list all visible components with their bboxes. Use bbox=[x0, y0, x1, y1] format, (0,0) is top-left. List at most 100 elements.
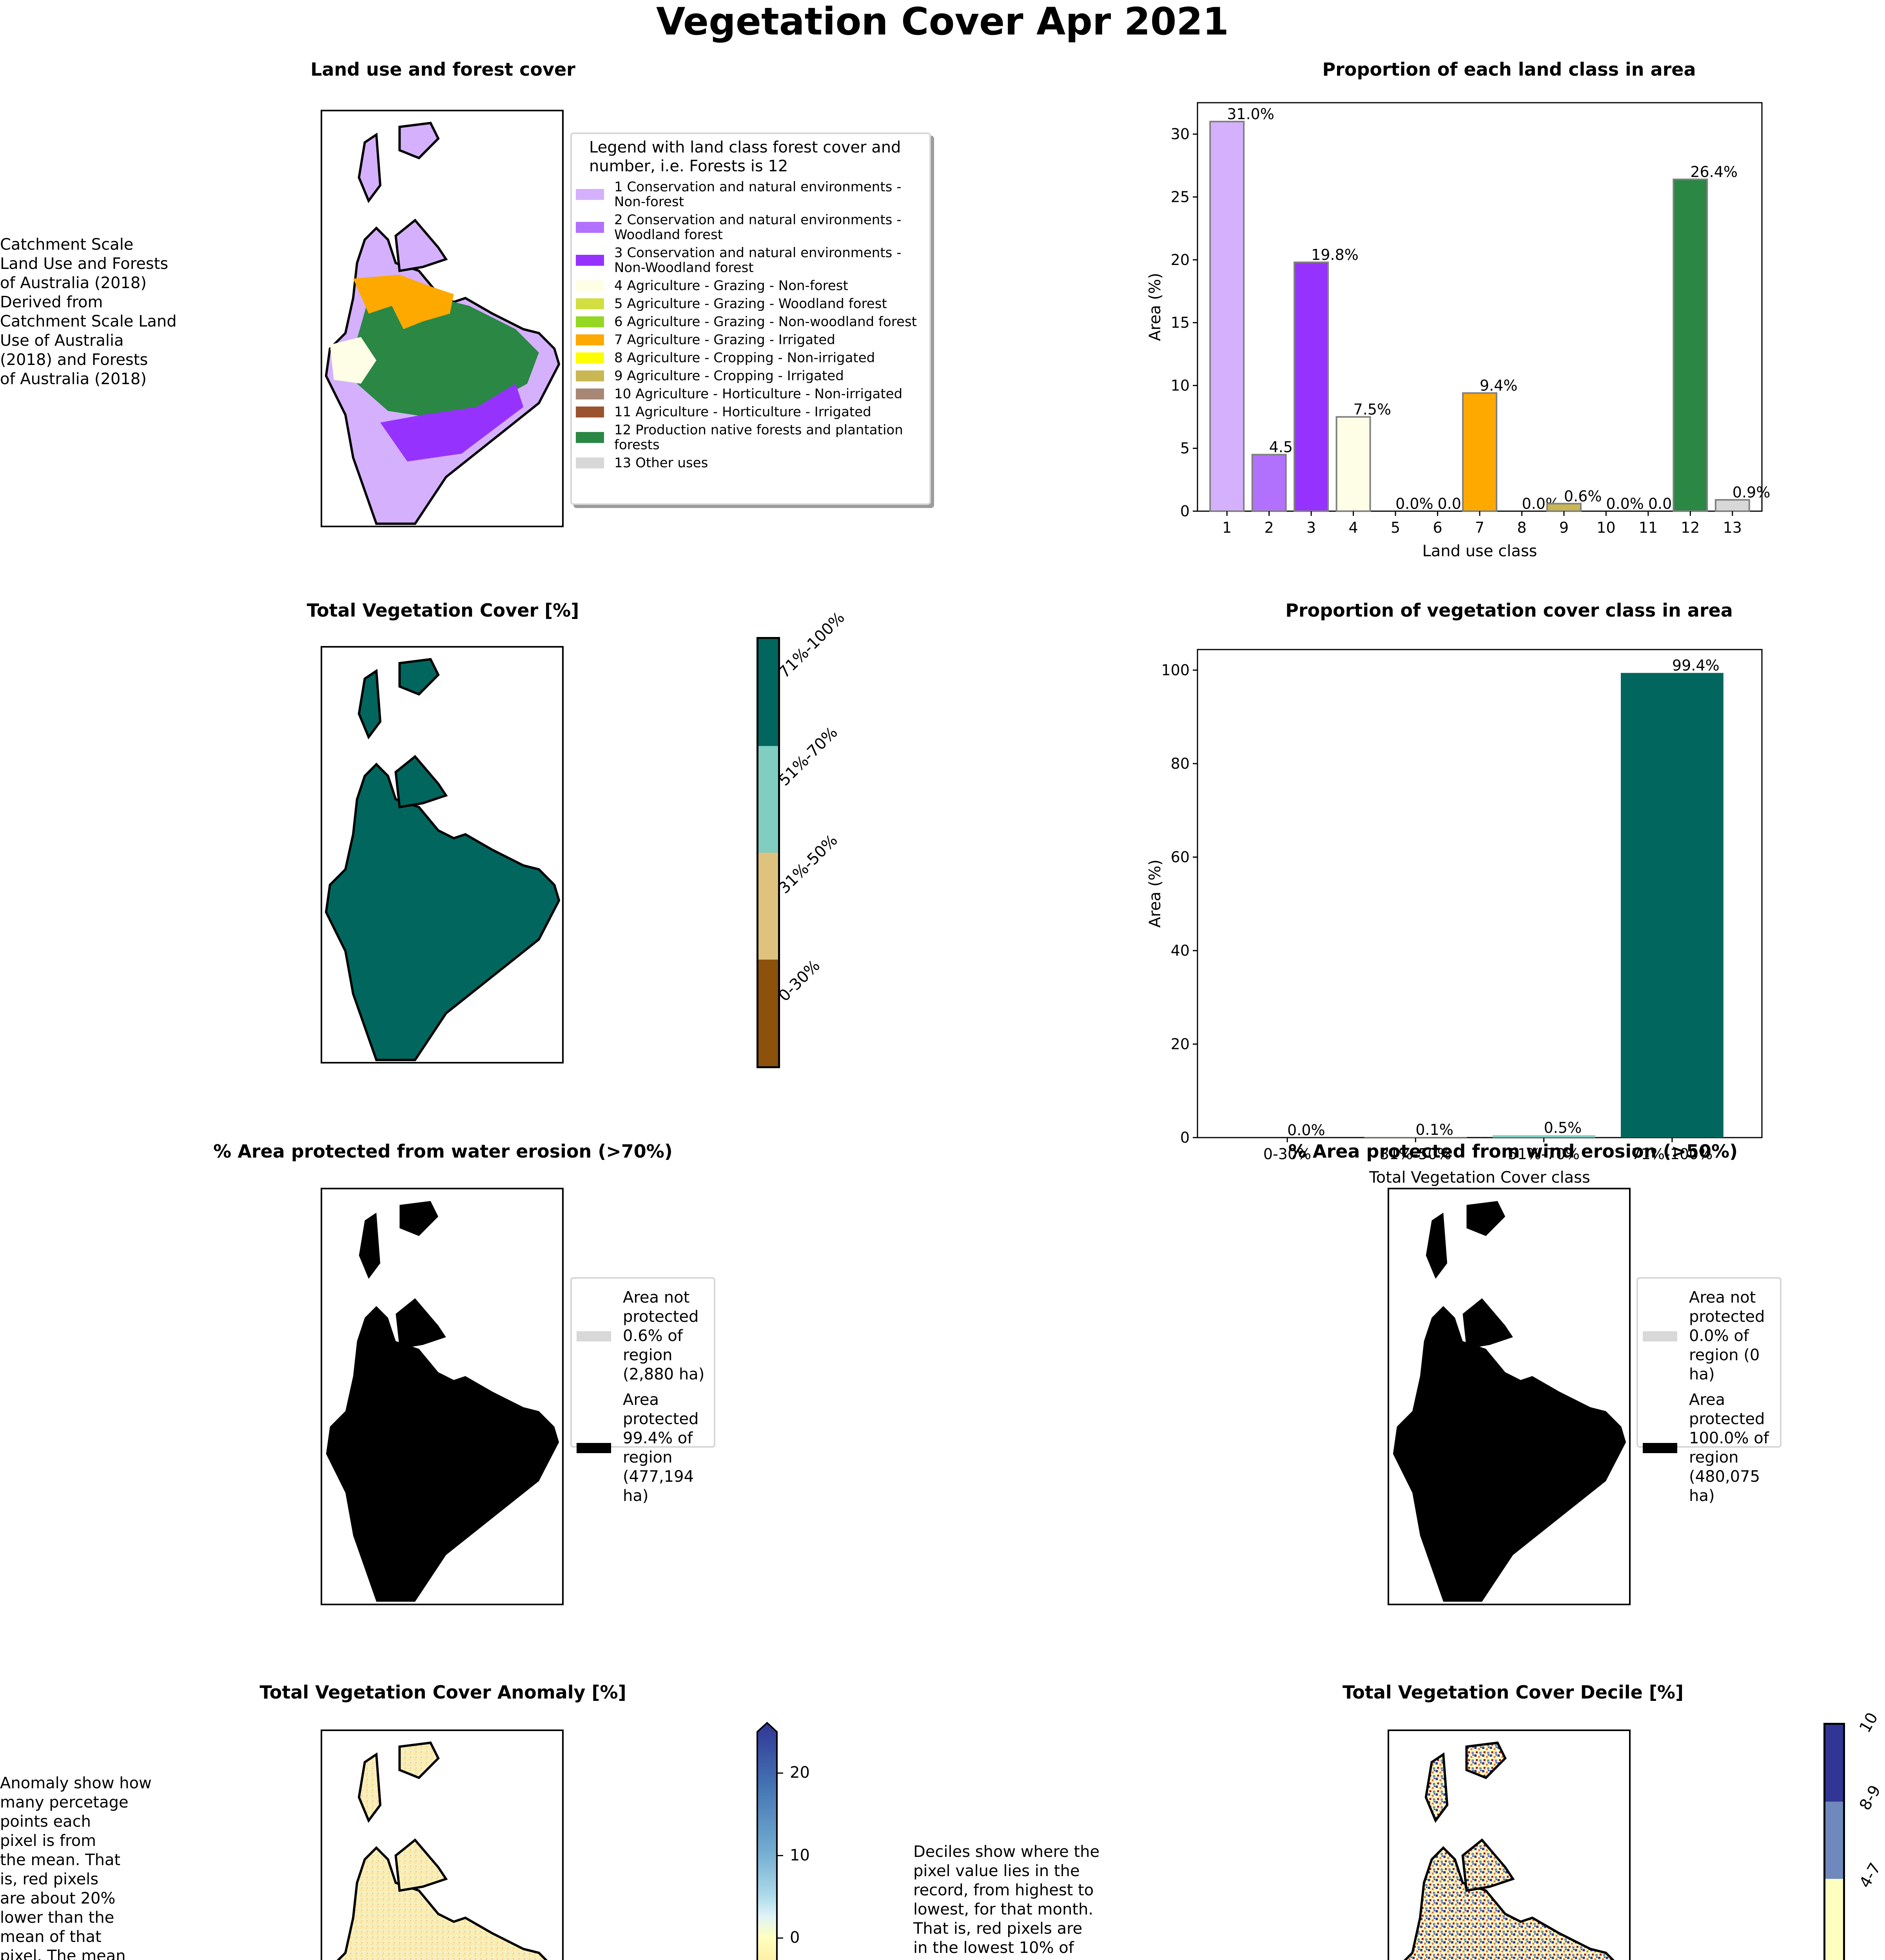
wind-erosion-map-title: % Area protected from wind erosion (>50%… bbox=[1288, 1141, 1738, 1162]
land-use-island bbox=[394, 218, 448, 272]
x-tick-label: 6 bbox=[1433, 519, 1442, 536]
y-tick-label: 60 bbox=[1171, 848, 1190, 866]
bar-value-label: 19.8% bbox=[1311, 246, 1359, 263]
bar-value-label: 0.0% bbox=[1287, 1122, 1325, 1139]
decile-colorbar bbox=[1823, 1723, 1845, 1960]
land-use-legend-item: 6 Agriculture - Grazing - Non-woodland f… bbox=[572, 313, 929, 331]
colorbar-segment bbox=[1825, 1878, 1843, 1960]
decile-island bbox=[1461, 1838, 1515, 1892]
water-legend-not-protected: Area not protected 0.6% of region (2,880… bbox=[572, 1285, 714, 1387]
colorbar-tick-label: 0 bbox=[790, 1929, 800, 1947]
land-use-legend-item: 1 Conservation and natural environments … bbox=[572, 178, 929, 211]
bar-value-label: 0.1% bbox=[1415, 1121, 1453, 1138]
y-axis-label: Area (%) bbox=[1146, 273, 1164, 341]
legend-label: Area protected 100.0% of region (480,075… bbox=[1689, 1391, 1769, 1505]
water-erosion-island bbox=[396, 1298, 446, 1349]
y-tick-label: 25 bbox=[1171, 188, 1190, 205]
x-axis-label: Land use class bbox=[1422, 542, 1537, 560]
land-use-legend-item: 5 Agriculture - Grazing - Woodland fores… bbox=[572, 295, 929, 313]
legend-label: Area not protected 0.6% of region (2,880… bbox=[623, 1289, 705, 1383]
y-tick-label: 15 bbox=[1171, 314, 1190, 331]
decile-map-title: Total Vegetation Cover Decile [%] bbox=[1342, 1682, 1684, 1703]
legend-swatch bbox=[576, 255, 604, 266]
veg-class-bar-chart: 0 20 40 60 80 100 0.0% 0-30% 0.1% 31%-50% 0.5% 51%-… bbox=[1146, 649, 1763, 1187]
wind-erosion-island bbox=[1466, 1201, 1506, 1236]
bar bbox=[1251, 454, 1287, 512]
veg-cover-colorbar bbox=[757, 637, 780, 1068]
bar bbox=[1294, 261, 1329, 512]
colorbar-label: 10 bbox=[1856, 1709, 1882, 1736]
legend-swatch bbox=[576, 222, 604, 233]
x-tick-label: 13 bbox=[1723, 519, 1742, 536]
x-tick-label: 31%-50% bbox=[1380, 1145, 1451, 1163]
y-tick-label: 5 bbox=[1180, 440, 1190, 457]
veg-cover-map bbox=[321, 646, 564, 1063]
x-tick-label: 4 bbox=[1349, 519, 1358, 536]
bar-value-label: 9.4% bbox=[1480, 377, 1518, 394]
bar-value-label: 26.4% bbox=[1690, 163, 1738, 181]
colorbar-tick-label: 20 bbox=[790, 1764, 810, 1782]
land-class-bar-chart: 05101520253031.0%14.5%219.8%37.5%40.0%50… bbox=[1146, 102, 1771, 560]
land-use-island bbox=[398, 122, 440, 160]
bar bbox=[1335, 416, 1371, 512]
anomaly-island bbox=[394, 1838, 448, 1892]
x-tick-label: 12 bbox=[1681, 519, 1700, 536]
decile-island bbox=[1465, 1741, 1507, 1779]
water-erosion-island bbox=[359, 1212, 381, 1279]
land-use-legend-item: 7 Agriculture - Grazing - Irrigated bbox=[572, 331, 929, 349]
y-tick-label: 40 bbox=[1171, 942, 1190, 959]
bar bbox=[1462, 392, 1497, 512]
bar bbox=[1492, 1135, 1595, 1138]
bar-value-label: 0.5% bbox=[1544, 1119, 1582, 1136]
land-use-island bbox=[357, 132, 382, 203]
land-use-legend-item: 10 Agriculture - Horticulture - Non-irri… bbox=[572, 385, 929, 403]
land-class-chart-title: Proportion of each land class in area bbox=[1322, 59, 1696, 80]
wind-erosion-legend: Area not protected 0.0% of region (0 ha)… bbox=[1636, 1277, 1782, 1505]
legend-swatch bbox=[576, 189, 604, 200]
x-tick-label: 2 bbox=[1265, 519, 1274, 536]
colorbar-segment bbox=[758, 959, 778, 1066]
anomaly-colorbar-body bbox=[757, 1722, 778, 1960]
land-use-legend-item: 13 Other uses bbox=[572, 454, 929, 472]
y-tick-label: 100 bbox=[1161, 661, 1190, 679]
legend-swatch bbox=[577, 1443, 611, 1453]
wind-erosion-island bbox=[1426, 1212, 1448, 1279]
land-use-legend-item: 2 Conservation and natural environments … bbox=[572, 211, 929, 244]
legend-label: 1 Conservation and natural environments … bbox=[614, 179, 902, 210]
anomaly-map bbox=[321, 1730, 564, 1960]
land-use-grazing-zone bbox=[330, 337, 377, 384]
bar bbox=[1673, 178, 1708, 512]
legend-swatch bbox=[576, 407, 604, 417]
bar-value-label: 31.0% bbox=[1227, 105, 1274, 123]
colorbar-segment bbox=[758, 746, 778, 853]
land-use-legend: Legend with land class forest cover and … bbox=[570, 132, 931, 505]
colorbar-label: 0-30% bbox=[775, 956, 824, 1005]
land-use-legend-item: 9 Agriculture - Cropping - Irrigated bbox=[572, 367, 929, 385]
colorbar-tick-label: 10 bbox=[790, 1846, 810, 1864]
y-tick-label: 80 bbox=[1171, 755, 1190, 772]
bar-value-label: 0.9% bbox=[1733, 484, 1771, 501]
x-tick-label: 71%-100% bbox=[1632, 1145, 1713, 1163]
y-tick-label: 10 bbox=[1171, 377, 1190, 394]
veg-cover-region bbox=[325, 762, 561, 1062]
bar-value-label: 0.6% bbox=[1564, 488, 1602, 505]
x-tick-label: 10 bbox=[1597, 519, 1615, 536]
x-tick-label: 8 bbox=[1517, 519, 1526, 536]
legend-label: 12 Production native forests and plantat… bbox=[614, 422, 903, 453]
legend-swatch bbox=[577, 1331, 611, 1341]
y-tick-label: 30 bbox=[1171, 125, 1190, 143]
land-use-conservation-zone bbox=[380, 383, 524, 462]
bar-value-label: 99.4% bbox=[1672, 657, 1720, 674]
legend-swatch bbox=[576, 388, 604, 399]
land-use-legend-item: 11 Agriculture - Horticulture - Irrigate… bbox=[572, 403, 929, 421]
y-tick-label: 0 bbox=[1180, 503, 1190, 520]
land-use-irrigated-zone bbox=[353, 274, 454, 329]
land-use-source-note: Catchment Scale Land Use and Forests of … bbox=[0, 236, 177, 388]
land-use-map-title: Land use and forest cover bbox=[310, 59, 575, 80]
colorbar-segment bbox=[1825, 1802, 1843, 1879]
legend-swatch bbox=[576, 457, 604, 468]
legend-label: 8 Agriculture - Cropping - Non-irrigated bbox=[614, 350, 875, 366]
bar bbox=[1714, 499, 1750, 512]
wind-erosion-map bbox=[1388, 1188, 1631, 1605]
anomaly-island bbox=[398, 1741, 440, 1779]
